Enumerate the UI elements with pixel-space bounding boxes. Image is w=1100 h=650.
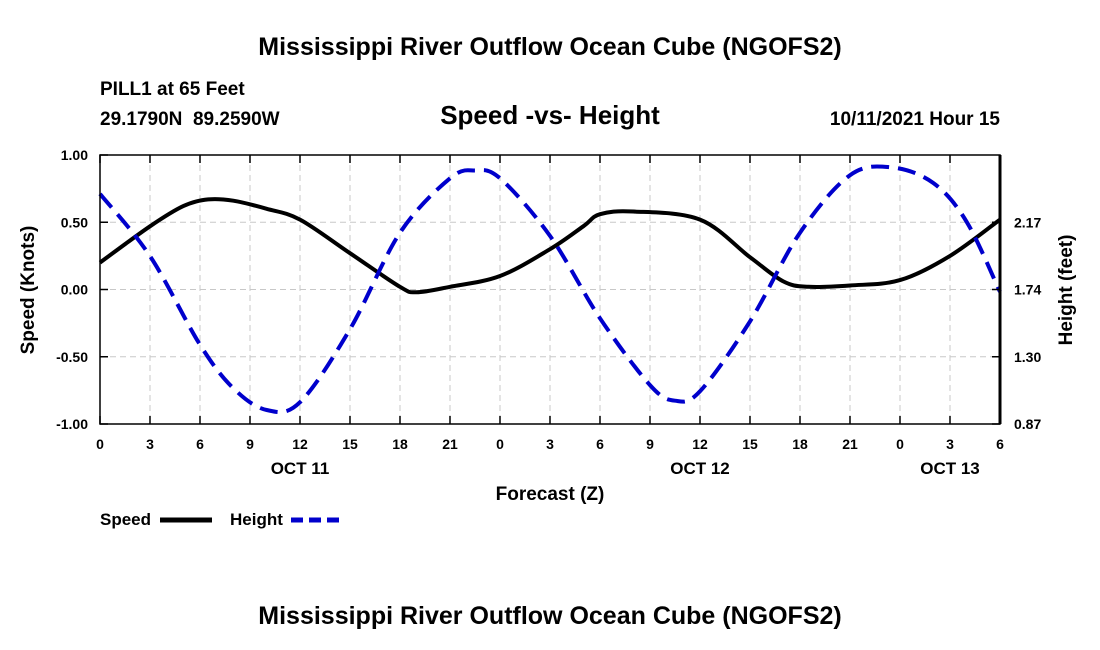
grid-lines bbox=[100, 155, 1000, 424]
axis-ticks: 0 3 6 9 12 15 18 21 0 3 6 9 12 15 18 21 0 3 6 1.00 0.50 0.00 -… bbox=[56, 147, 1041, 478]
series-speed-line bbox=[98, 197, 1002, 295]
coordinates-label: 29.1790N 89.2590W bbox=[100, 109, 280, 130]
x-tick-label: 21 bbox=[442, 436, 458, 452]
x-tick-label: 9 bbox=[646, 436, 654, 452]
x-tick-label: 6 bbox=[596, 436, 604, 452]
x-date-label: OCT 11 bbox=[271, 459, 330, 478]
x-tick-label: 12 bbox=[692, 436, 708, 452]
x-tick-label: 15 bbox=[742, 436, 758, 452]
x-tick-label: 9 bbox=[246, 436, 254, 452]
x-tick-label: 18 bbox=[392, 436, 408, 452]
legend-height-label: Height bbox=[230, 510, 283, 529]
y-tick-label: 0.00 bbox=[61, 282, 88, 298]
y2-tick-label: 1.30 bbox=[1014, 349, 1041, 365]
footer-title: Mississippi River Outflow Ocean Cube (NG… bbox=[258, 602, 841, 630]
x-tick-label: 15 bbox=[342, 436, 358, 452]
legend: Speed Height bbox=[100, 510, 343, 529]
y2-axis-title: Height (feet) bbox=[1056, 235, 1077, 346]
run-time-label: 10/11/2021 Hour 15 bbox=[830, 109, 1000, 130]
x-date-label: OCT 12 bbox=[670, 459, 730, 478]
y-axis-title: Speed (Knots) bbox=[18, 226, 39, 355]
y2-tick-label: 0.87 bbox=[1014, 416, 1041, 432]
x-tick-label: 12 bbox=[292, 436, 308, 452]
chart-subtitle: Speed -vs- Height bbox=[440, 100, 660, 130]
x-date-label: OCT 13 bbox=[920, 459, 980, 478]
station-label: PILL1 at 65 Feet bbox=[100, 79, 245, 100]
series-lines bbox=[98, 164, 1002, 415]
x-tick-label: 0 bbox=[896, 436, 904, 452]
x-tick-label: 3 bbox=[946, 436, 954, 452]
legend-speed-label: Speed bbox=[100, 510, 151, 529]
x-axis-title: Forecast (Z) bbox=[496, 484, 605, 505]
y-tick-label: 1.00 bbox=[61, 147, 88, 163]
x-tick-label: 21 bbox=[842, 436, 858, 452]
chart-title: Mississippi River Outflow Ocean Cube (NG… bbox=[258, 33, 841, 61]
y-tick-label: -1.00 bbox=[56, 416, 88, 432]
x-tick-label: 18 bbox=[792, 436, 808, 452]
x-tick-label: 3 bbox=[546, 436, 554, 452]
y2-tick-label: 2.17 bbox=[1014, 214, 1041, 230]
x-tick-label: 0 bbox=[96, 436, 104, 452]
x-tick-label: 3 bbox=[146, 436, 154, 452]
y-tick-label: -0.50 bbox=[56, 349, 88, 365]
series-height-line bbox=[98, 164, 1002, 415]
x-tick-label: 6 bbox=[996, 436, 1004, 452]
y-tick-label: 0.50 bbox=[61, 214, 88, 230]
x-tick-label: 6 bbox=[196, 436, 204, 452]
y2-tick-label: 1.74 bbox=[1014, 282, 1041, 298]
x-tick-label: 0 bbox=[496, 436, 504, 452]
